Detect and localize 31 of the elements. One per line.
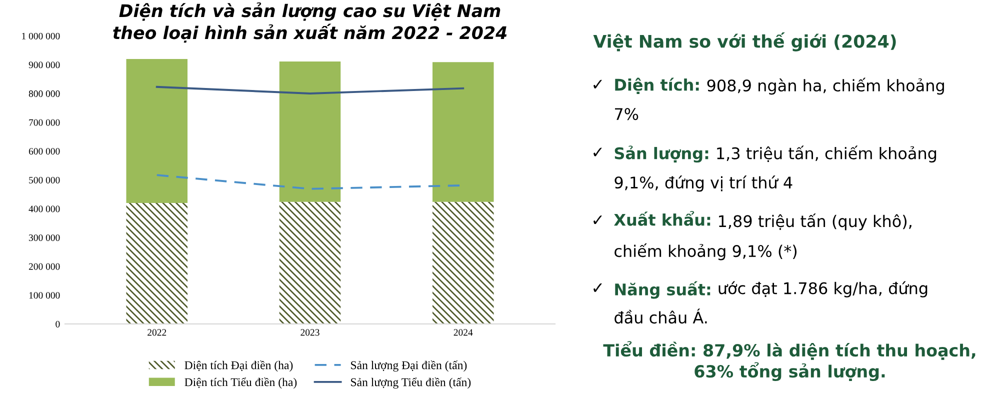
text: Tiểu điền: 87,9% là diện tích thu hoạch, 63% tổng sản lượng.: [603, 341, 976, 382]
bar: [432, 202, 494, 324]
y-tick-label: 700 000: [29, 119, 60, 126]
x-tick-label: 2023: [300, 329, 320, 336]
bar: [279, 202, 341, 324]
y-tick-label: 300 000: [29, 234, 60, 242]
x-tick-label: 2024: [454, 329, 473, 336]
legend-label: Diện tích Tiểu điền (ha): [184, 378, 297, 389]
y-tick-label: 0: [56, 320, 60, 328]
y-tick-label: 200 000: [28, 263, 60, 270]
y-tick-label: 500 000: [29, 176, 60, 184]
y-tick-label: 1 000 000: [22, 32, 60, 40]
y-tick-label: 800 000: [28, 90, 60, 97]
bar: [126, 202, 188, 324]
bar: [126, 58, 188, 203]
text: ✓ Sản lượng: 1,3 triệu tấn, chiếm khoảng 9,1%, đứng vị trí thứ 4: [594, 146, 936, 192]
y-tick-label: 900 000: [28, 62, 60, 68]
text: ✓ Năng suất: ước đạt 1.786 kg/ha, đứng đầu châu Á.: [594, 281, 928, 324]
legend-label: Sản lượng Đại điền (tấn): [351, 360, 467, 372]
x-tick-label: 2022: [148, 329, 166, 336]
y-tick-label: 600 000: [28, 148, 60, 155]
y-tick-label: 100 000: [29, 292, 60, 299]
text: Việt Nam so với thế giới (2024): [593, 32, 896, 52]
bar: [279, 62, 341, 202]
legend-label: Sản lượng Tiểu điền (tấn): [351, 378, 471, 389]
legend-label: Diện tích Đại điền (ha): [184, 360, 293, 372]
text: ✓ Xuất khẩu: 1,89 triệu tấn (quy khô), chiếm khoảng 9,1% (*): [594, 211, 912, 260]
text: ✓ Diện tích: 908,9 ngàn ha, chiếm khoảng 7%: [594, 78, 944, 120]
chart-title: Diện tích và sản lượng cao su Việt Nam theo loại hình sản xuất năm 2022 - 2024: [113, 2, 507, 43]
y-tick-label: 400 000: [28, 206, 60, 212]
bar: [432, 62, 494, 202]
